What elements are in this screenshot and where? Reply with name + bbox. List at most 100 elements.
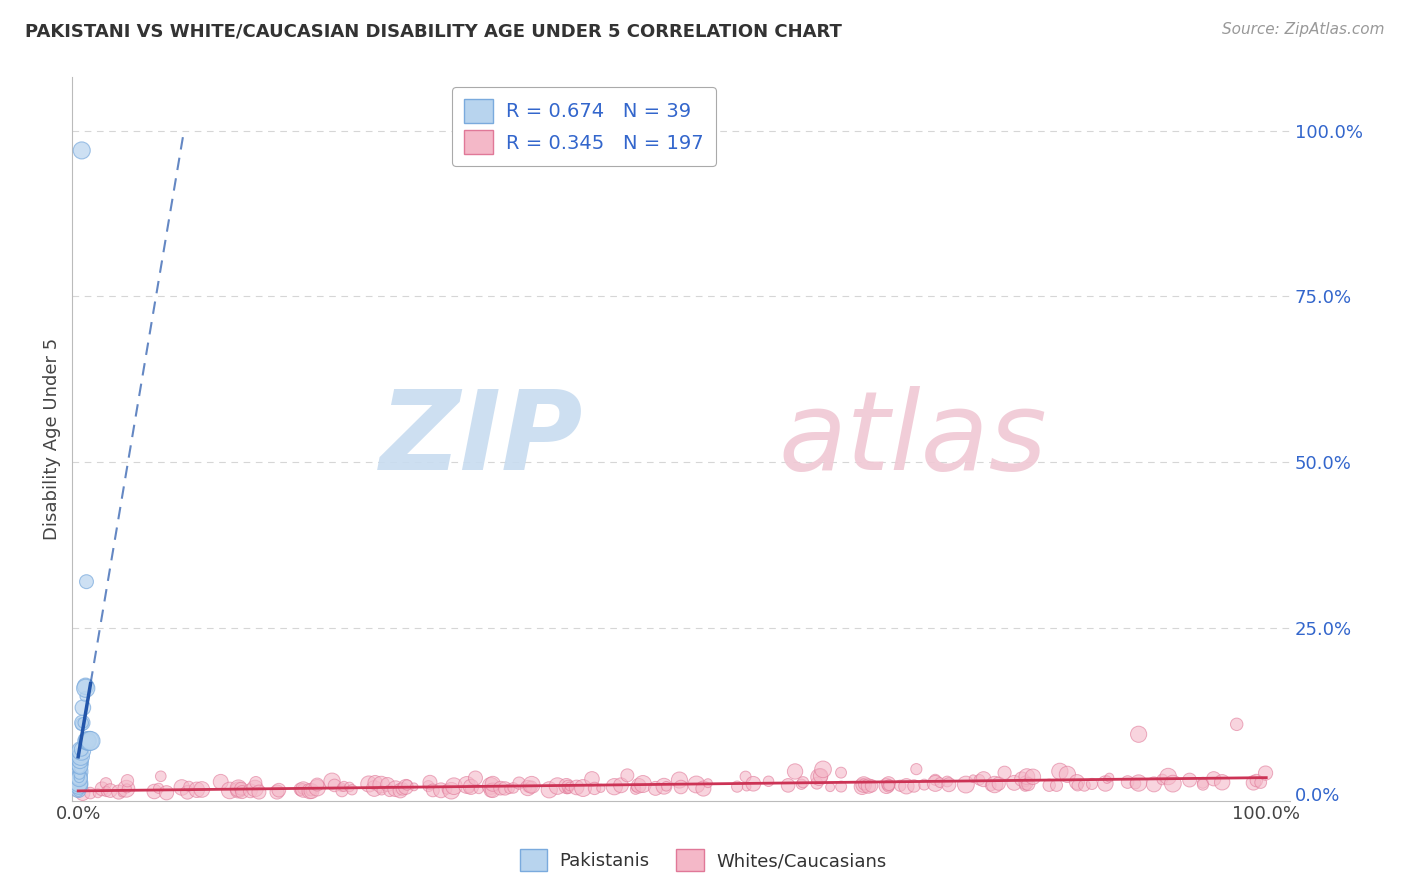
Point	[692, 781, 714, 796]
Point	[725, 780, 748, 794]
Point	[292, 782, 315, 797]
Point	[422, 783, 444, 797]
Point	[323, 779, 346, 793]
Point	[538, 782, 561, 797]
Point	[117, 773, 139, 788]
Point	[91, 781, 114, 796]
Point	[330, 780, 353, 795]
Point	[1241, 776, 1264, 790]
Point	[1125, 776, 1147, 790]
Point	[73, 690, 96, 704]
Point	[479, 779, 502, 793]
Text: Source: ZipAtlas.com: Source: ZipAtlas.com	[1222, 22, 1385, 37]
Point	[877, 779, 900, 793]
Point	[75, 681, 97, 696]
Point	[969, 772, 991, 787]
Point	[1094, 776, 1116, 790]
Point	[364, 775, 387, 789]
Point	[1015, 776, 1038, 790]
Point	[644, 781, 666, 796]
Point	[76, 734, 98, 748]
Point	[1011, 772, 1033, 786]
Point	[170, 780, 193, 795]
Point	[1192, 776, 1215, 790]
Point	[370, 778, 392, 792]
Point	[792, 775, 814, 789]
Point	[67, 783, 90, 797]
Point	[186, 782, 208, 797]
Point	[810, 769, 832, 783]
Point	[67, 775, 90, 789]
Point	[1022, 770, 1045, 784]
Text: atlas: atlas	[779, 385, 1047, 492]
Point	[508, 776, 530, 790]
Point	[115, 781, 138, 796]
Point	[67, 778, 90, 792]
Point	[860, 779, 883, 793]
Point	[1017, 777, 1039, 791]
Point	[395, 780, 418, 794]
Point	[627, 779, 650, 793]
Point	[987, 777, 1010, 791]
Point	[218, 783, 240, 797]
Point	[696, 776, 718, 790]
Point	[67, 776, 90, 790]
Point	[321, 774, 343, 789]
Point	[489, 781, 512, 796]
Point	[229, 781, 252, 796]
Point	[404, 780, 426, 794]
Point	[377, 778, 399, 792]
Point	[245, 775, 267, 789]
Point	[851, 780, 873, 794]
Point	[903, 779, 925, 793]
Point	[69, 759, 91, 773]
Point	[267, 783, 290, 797]
Text: ZIP: ZIP	[380, 385, 583, 492]
Point	[546, 779, 568, 793]
Point	[924, 772, 946, 787]
Point	[983, 778, 1005, 792]
Point	[811, 763, 834, 777]
Point	[391, 781, 413, 796]
Point	[1002, 776, 1025, 790]
Point	[1098, 771, 1121, 785]
Point	[481, 783, 503, 797]
Point	[70, 744, 93, 758]
Point	[896, 779, 918, 793]
Point	[555, 783, 578, 797]
Point	[1128, 776, 1150, 790]
Point	[668, 773, 690, 788]
Point	[603, 780, 626, 794]
Point	[1066, 778, 1088, 792]
Point	[98, 783, 121, 797]
Point	[616, 768, 638, 782]
Point	[1038, 778, 1060, 792]
Point	[1015, 770, 1038, 784]
Point	[69, 761, 91, 775]
Point	[876, 779, 898, 793]
Point	[624, 782, 647, 797]
Point	[176, 785, 198, 799]
Point	[247, 785, 270, 799]
Point	[430, 783, 453, 797]
Point	[69, 756, 91, 770]
Point	[458, 782, 481, 797]
Point	[69, 749, 91, 764]
Point	[631, 777, 654, 791]
Point	[384, 781, 406, 796]
Point	[877, 776, 900, 790]
Point	[67, 769, 90, 783]
Point	[79, 786, 101, 800]
Point	[1049, 764, 1071, 779]
Point	[980, 779, 1002, 793]
Point	[928, 775, 950, 789]
Point	[76, 734, 98, 748]
Point	[239, 784, 262, 798]
Point	[479, 783, 502, 797]
Point	[191, 782, 214, 797]
Point	[652, 779, 675, 793]
Point	[395, 778, 418, 792]
Point	[558, 780, 581, 794]
Point	[502, 780, 524, 795]
Point	[298, 784, 321, 798]
